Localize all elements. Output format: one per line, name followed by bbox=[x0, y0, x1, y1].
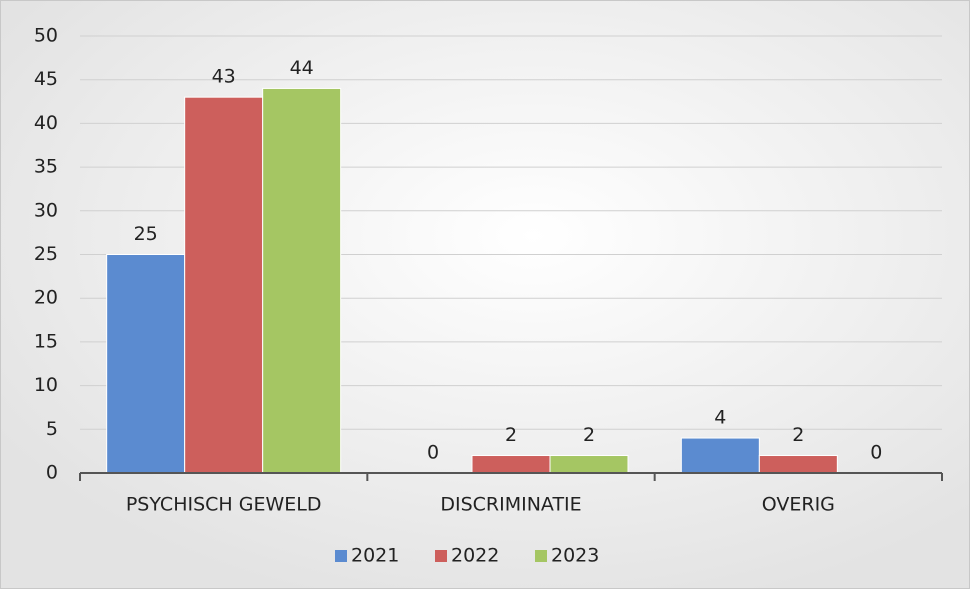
y-tick-label: 15 bbox=[34, 330, 58, 352]
legend-label: 2021 bbox=[351, 545, 399, 567]
y-tick-label: 5 bbox=[46, 418, 58, 440]
y-tick-label: 50 bbox=[34, 25, 58, 47]
bar bbox=[758, 455, 838, 474]
y-tick-label: 40 bbox=[34, 112, 58, 134]
data-label: 0 bbox=[870, 442, 882, 464]
bar bbox=[106, 254, 186, 474]
legend-swatch bbox=[435, 550, 447, 562]
data-label: 25 bbox=[134, 223, 158, 245]
y-tick-label: 25 bbox=[34, 243, 58, 265]
bar bbox=[471, 455, 551, 474]
data-label: 4 bbox=[714, 407, 726, 429]
x-tick-label: PSYCHISCH GEWELD bbox=[126, 494, 322, 516]
data-label: 2 bbox=[583, 424, 595, 446]
bar bbox=[549, 455, 629, 474]
data-label: 0 bbox=[427, 442, 439, 464]
bar bbox=[262, 87, 342, 474]
legend-swatch bbox=[535, 550, 547, 562]
y-tick-label: 45 bbox=[34, 68, 58, 90]
data-label: 44 bbox=[290, 57, 314, 79]
x-tick-label: DISCRIMINATIE bbox=[440, 494, 581, 516]
legend-swatch bbox=[335, 550, 347, 562]
data-label: 2 bbox=[505, 424, 517, 446]
data-label: 43 bbox=[212, 66, 236, 88]
y-tick-label: 30 bbox=[34, 199, 58, 221]
y-tick-label: 0 bbox=[46, 462, 58, 484]
y-tick-label: 10 bbox=[34, 374, 58, 396]
x-tick-label: OVERIG bbox=[762, 494, 835, 516]
data-label: 2 bbox=[792, 424, 804, 446]
bar bbox=[184, 96, 264, 474]
legend-label: 2022 bbox=[451, 545, 499, 567]
y-tick-label: 20 bbox=[34, 287, 58, 309]
bar bbox=[680, 437, 760, 474]
legend-label: 2023 bbox=[551, 545, 599, 567]
y-tick-label: 35 bbox=[34, 156, 58, 178]
